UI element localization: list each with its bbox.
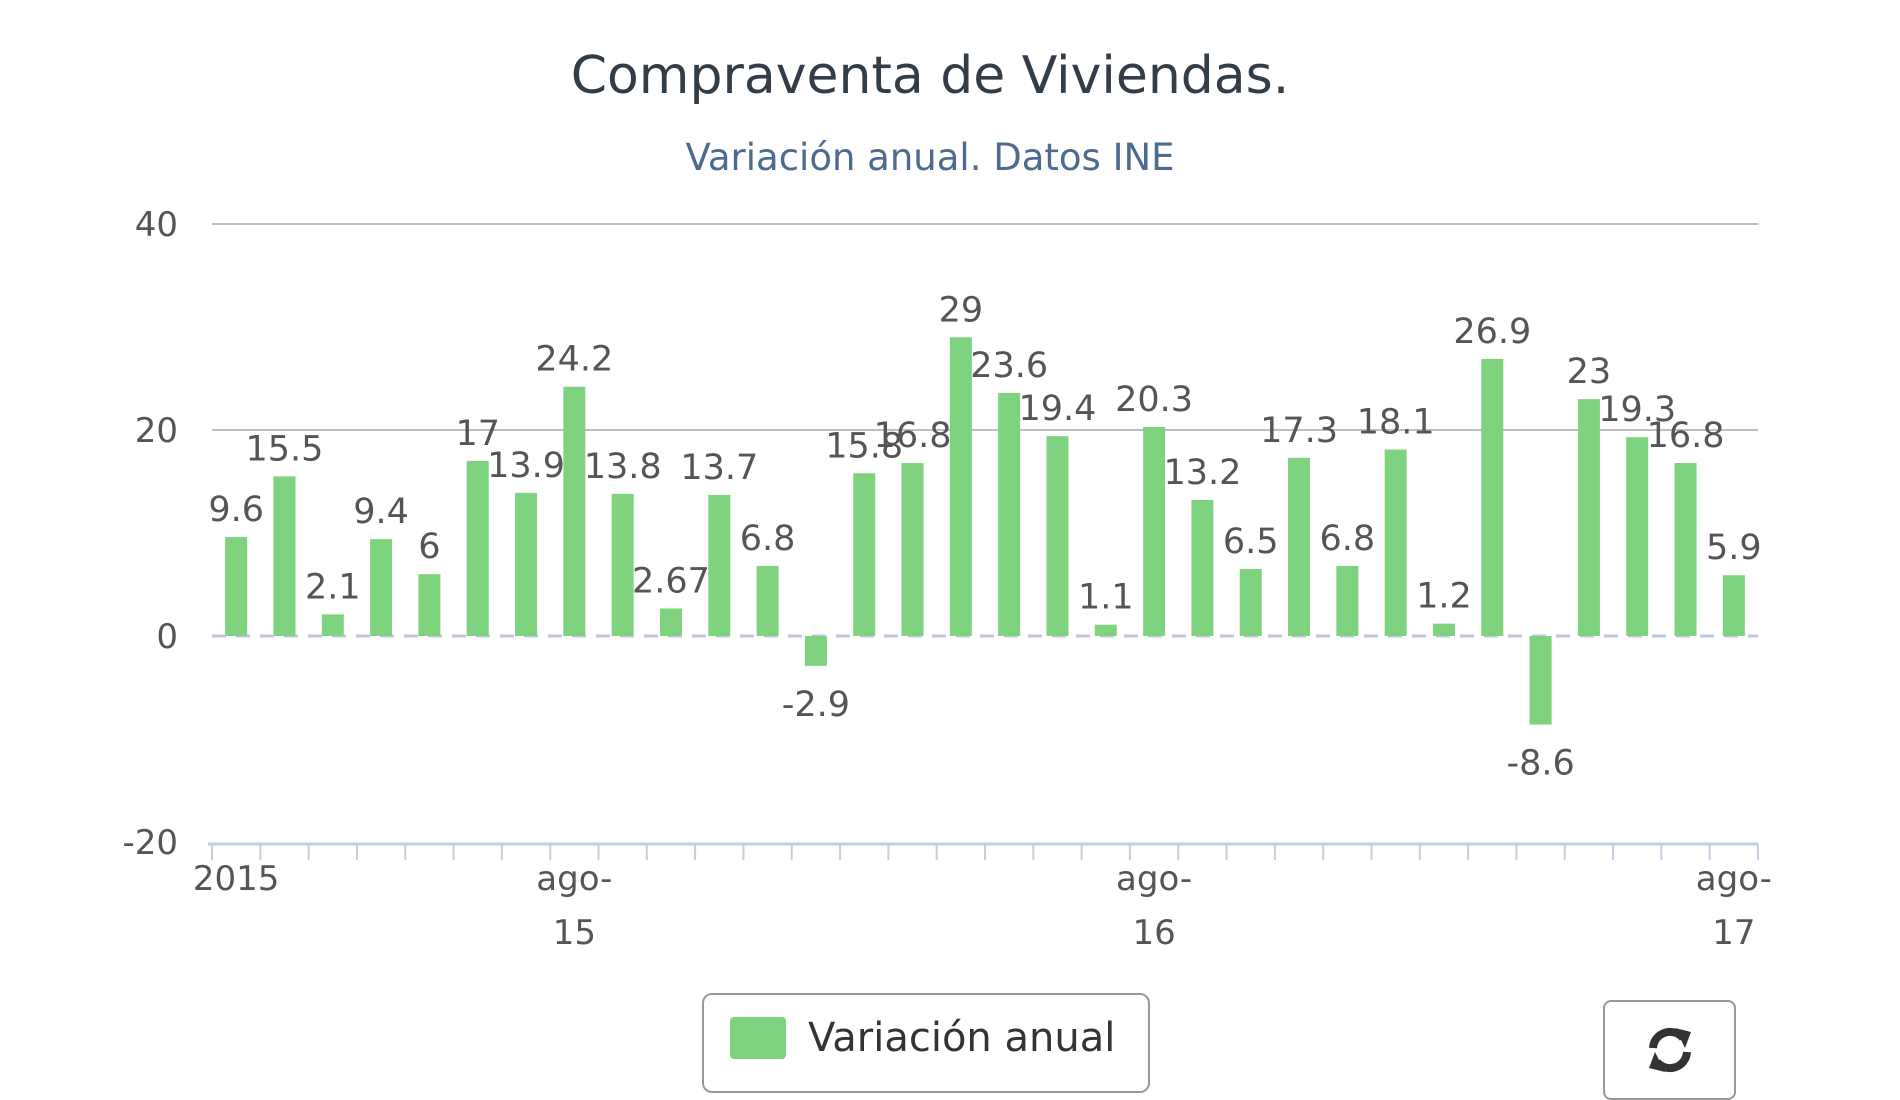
data-label: 17.3 bbox=[1260, 411, 1338, 451]
data-label: 17 bbox=[455, 414, 500, 454]
bar bbox=[708, 494, 731, 636]
bar bbox=[998, 392, 1021, 636]
bar bbox=[563, 386, 586, 636]
bar bbox=[611, 493, 634, 636]
bar bbox=[1577, 399, 1600, 636]
bar bbox=[1481, 358, 1504, 636]
data-label: 20.3 bbox=[1115, 380, 1193, 420]
data-label: 16.8 bbox=[1647, 416, 1725, 456]
legend-label: Variación anual bbox=[808, 1015, 1116, 1061]
data-label: -8.6 bbox=[1506, 744, 1574, 784]
bar bbox=[1239, 569, 1262, 636]
y-tick-label: 40 bbox=[135, 205, 178, 245]
data-label: 18.1 bbox=[1357, 403, 1435, 443]
bar bbox=[804, 636, 827, 666]
bar bbox=[1336, 565, 1359, 636]
bar bbox=[853, 473, 876, 636]
data-label: 9.4 bbox=[353, 492, 409, 532]
data-label: 2.1 bbox=[305, 567, 361, 607]
data-label: 23.6 bbox=[970, 346, 1048, 386]
bar bbox=[1191, 500, 1214, 636]
x-tick-label: 2015 bbox=[193, 859, 280, 899]
bar bbox=[1094, 624, 1117, 636]
data-label: 1.1 bbox=[1078, 578, 1134, 618]
bar bbox=[949, 337, 972, 636]
bar bbox=[1722, 575, 1745, 636]
bar bbox=[1288, 457, 1311, 636]
x-tick-label: ago- bbox=[536, 859, 612, 899]
data-label: 24.2 bbox=[535, 340, 613, 380]
bar bbox=[1626, 437, 1649, 636]
x-tick-label: 17 bbox=[1712, 913, 1755, 953]
chart-area: Compraventa de Viviendas. Variación anua… bbox=[122, 46, 1772, 953]
data-label: 6.8 bbox=[740, 519, 796, 559]
x-tick-label: 15 bbox=[553, 913, 596, 953]
data-label: 16.8 bbox=[874, 416, 952, 456]
bar bbox=[273, 476, 296, 636]
data-label: 13.8 bbox=[584, 447, 662, 487]
data-label: 26.9 bbox=[1453, 312, 1531, 352]
data-label: 9.6 bbox=[208, 490, 264, 530]
data-label: 13.2 bbox=[1163, 453, 1241, 493]
data-label: 13.7 bbox=[680, 448, 758, 488]
refresh-icon bbox=[1649, 1027, 1691, 1073]
data-label: 13.9 bbox=[487, 446, 565, 486]
y-tick-label: 0 bbox=[156, 617, 178, 657]
x-axis: 2015 ago- 15 ago- 16 ago- 17 bbox=[193, 842, 1772, 953]
y-tick-label: -20 bbox=[122, 823, 178, 863]
bar bbox=[370, 539, 393, 636]
data-label: 6 bbox=[418, 527, 440, 567]
legend-swatch bbox=[730, 1017, 786, 1059]
x-tick-label: 16 bbox=[1132, 913, 1175, 953]
x-tick-label: ago- bbox=[1696, 859, 1772, 899]
data-label: 19.3 bbox=[1598, 390, 1676, 430]
gridlines bbox=[212, 223, 1758, 638]
legend[interactable]: Variación anual bbox=[702, 993, 1150, 1093]
bar bbox=[515, 492, 538, 636]
data-label: 29 bbox=[939, 290, 984, 330]
data-label: 23 bbox=[1567, 352, 1612, 392]
y-axis-ticks: 40 20 0 -20 bbox=[122, 205, 178, 863]
data-label: 19.4 bbox=[1019, 389, 1097, 429]
bar bbox=[1046, 436, 1069, 636]
bar bbox=[659, 608, 682, 636]
data-label: -2.9 bbox=[782, 685, 850, 725]
chart-title: Compraventa de Viviendas. bbox=[571, 46, 1290, 106]
bar bbox=[1432, 623, 1455, 636]
data-label: 6.8 bbox=[1320, 519, 1376, 559]
bar bbox=[418, 574, 441, 636]
bar bbox=[756, 565, 779, 636]
bar bbox=[1674, 462, 1697, 636]
y-tick-label: 20 bbox=[135, 411, 178, 451]
data-label: 5.9 bbox=[1706, 528, 1762, 568]
bar bbox=[1143, 426, 1166, 636]
chart-subtitle: Variación anual. Datos INE bbox=[685, 136, 1174, 179]
data-label: 15.8 bbox=[825, 426, 903, 466]
data-label: 2.67 bbox=[632, 561, 710, 601]
bar bbox=[1384, 449, 1407, 636]
refresh-button[interactable] bbox=[1603, 1000, 1736, 1100]
bar bbox=[901, 462, 924, 636]
bar bbox=[321, 614, 344, 636]
data-label: 6.5 bbox=[1223, 522, 1279, 562]
data-label: 1.2 bbox=[1416, 577, 1472, 617]
bar bbox=[1529, 636, 1552, 725]
bar bbox=[466, 460, 489, 636]
data-label: 15.5 bbox=[246, 429, 324, 469]
bar bbox=[225, 537, 248, 636]
bar-series bbox=[225, 337, 1745, 725]
x-tick-label: ago- bbox=[1116, 859, 1192, 899]
